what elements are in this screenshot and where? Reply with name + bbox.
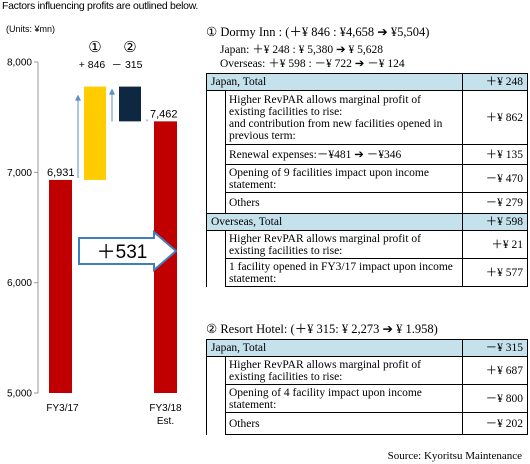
dormy-item-label: Higher RevPAR allows marginal profit of … bbox=[225, 230, 463, 259]
x-category-label: FY3/17 bbox=[46, 403, 79, 414]
indent-cell bbox=[206, 144, 226, 165]
dormy-item-row: Higher RevPAR allows marginal profit of … bbox=[206, 90, 528, 145]
dormy-item-label: 1 facility opened in FY3/17 impact upon … bbox=[225, 258, 463, 287]
dormy-total-row: Overseas, Total ＋¥ 598 bbox=[206, 213, 528, 231]
units-label: (Units: ¥mn) bbox=[6, 24, 55, 34]
connector-arrow-head bbox=[109, 88, 115, 95]
source-note: Source: Kyoritsu Maintenance bbox=[387, 450, 522, 462]
resort-amount: －¥ 202 bbox=[462, 412, 528, 435]
dormy-item-row: Renewal expenses:－¥481 ➔ －¥346 ＋¥ 135 bbox=[206, 144, 528, 165]
dormy-japan-line: Japan: ＋¥ 248 : ¥ 5,380 ➔ ¥ 5,628 bbox=[220, 44, 383, 56]
indent-cell bbox=[206, 258, 226, 287]
dormy-item-label: Opening of 9 facilities impact upon inco… bbox=[225, 164, 463, 193]
y-tick-label: 5,000 bbox=[7, 389, 32, 400]
bar-fy3-17 bbox=[49, 179, 72, 393]
dormy-inn-title: ① Dormy Inn : (＋¥ 846 : ¥4,658 ➔ ¥5,504) bbox=[206, 25, 430, 39]
dormy-total-row: Japan, Total ＋¥ 248 bbox=[206, 73, 528, 91]
dormy-inn-breakdown-table: Japan, Total ＋¥ 248 Higher RevPAR allows m… bbox=[206, 73, 528, 287]
profit-bridge-chart: (Units: ¥mn) 5,000 6,000 7,000 8,000 6,931 7,4… bbox=[6, 24, 182, 427]
resort-item-label: Others bbox=[225, 412, 463, 435]
resort-item-label: Higher RevPAR allows marginal profit of … bbox=[225, 356, 463, 385]
dormy-amount: ＋¥ 248 bbox=[462, 73, 528, 91]
bridge-marker: ① bbox=[88, 39, 101, 56]
resort-amount: －¥ 315 bbox=[462, 339, 528, 357]
dormy-item-row: Opening of 9 facilities impact upon inco… bbox=[206, 164, 528, 193]
connector-arrow-head bbox=[75, 94, 81, 101]
dormy-total-label: Japan, Total bbox=[206, 73, 463, 91]
dormy-item-row: 1 facility opened in FY3/17 impact upon … bbox=[206, 258, 528, 287]
resort-total-label: Japan, Total bbox=[206, 339, 463, 357]
indent-cell bbox=[206, 356, 226, 385]
resort-amount: －¥ 800 bbox=[462, 384, 528, 413]
dormy-amount: ＋¥ 577 bbox=[462, 258, 528, 287]
bridge-bar-1 bbox=[84, 86, 106, 180]
resort-total-row: Japan, Total －¥ 315 bbox=[206, 339, 528, 357]
dormy-amount: －¥ 470 bbox=[462, 164, 528, 193]
bridge-value-label: － 315 bbox=[112, 59, 143, 71]
resort-amount: ＋¥ 687 bbox=[462, 356, 528, 385]
resort-item-row: Higher RevPAR allows marginal profit of … bbox=[206, 356, 528, 385]
dormy-item-row: Higher RevPAR allows marginal profit of … bbox=[206, 230, 528, 259]
indent-cell bbox=[206, 90, 226, 145]
resort-item-row: Opening of 4 facility impact upon income… bbox=[206, 384, 528, 413]
dormy-amount: ＋¥ 21 bbox=[462, 230, 528, 259]
bridge-marker: ② bbox=[123, 39, 136, 56]
bar-value-label: 7,462 bbox=[150, 108, 178, 120]
y-tick-label: 8,000 bbox=[7, 58, 32, 69]
resort-hotel-breakdown-table: Japan, Total －¥ 315 Higher RevPAR allows m… bbox=[206, 339, 528, 435]
indent-cell bbox=[206, 192, 226, 214]
page-heading: Factors influencing profits are outlined… bbox=[2, 0, 199, 12]
x-category-label: Est. bbox=[157, 416, 174, 427]
y-tick-label: 7,000 bbox=[7, 168, 32, 179]
resort-item-label: Opening of 4 facility impact upon income… bbox=[225, 384, 463, 413]
bridge-value-label: + 846 bbox=[79, 59, 106, 71]
dormy-item-row: Others －¥ 279 bbox=[206, 192, 528, 214]
bridge-bar-2 bbox=[119, 86, 141, 122]
dormy-amount: ＋¥ 598 bbox=[462, 213, 528, 231]
resort-item-row: Others －¥ 202 bbox=[206, 412, 528, 435]
y-tick-label: 6,000 bbox=[7, 278, 32, 289]
increase-arrow-label: ＋531 bbox=[97, 242, 148, 263]
dormy-total-label: Overseas, Total bbox=[206, 213, 463, 231]
x-category-label: FY3/18 bbox=[149, 403, 182, 414]
bar-value-label: 6,931 bbox=[47, 167, 75, 179]
resort-hotel-title: ② Resort Hotel: (＋¥ 315: ¥ 2,273 ➔ ¥ 1.9… bbox=[206, 322, 438, 336]
dormy-amount: －¥ 279 bbox=[462, 192, 528, 214]
dormy-amount: ＋¥ 862 bbox=[462, 90, 528, 145]
dormy-item-label: Renewal expenses:－¥481 ➔ －¥346 bbox=[225, 144, 463, 165]
dormy-item-label: Others bbox=[225, 192, 463, 214]
indent-cell bbox=[206, 230, 226, 259]
dormy-item-label: Higher RevPAR allows marginal profit of … bbox=[225, 90, 463, 145]
dormy-overseas-line: Overseas: ＋¥ 598 : －¥ 722 ➔ －¥ 124 bbox=[220, 58, 405, 70]
increase-block-arrow bbox=[78, 229, 178, 273]
indent-cell bbox=[206, 412, 226, 435]
indent-cell bbox=[206, 384, 226, 413]
indent-cell bbox=[206, 164, 226, 193]
dormy-amount: ＋¥ 135 bbox=[462, 144, 528, 165]
